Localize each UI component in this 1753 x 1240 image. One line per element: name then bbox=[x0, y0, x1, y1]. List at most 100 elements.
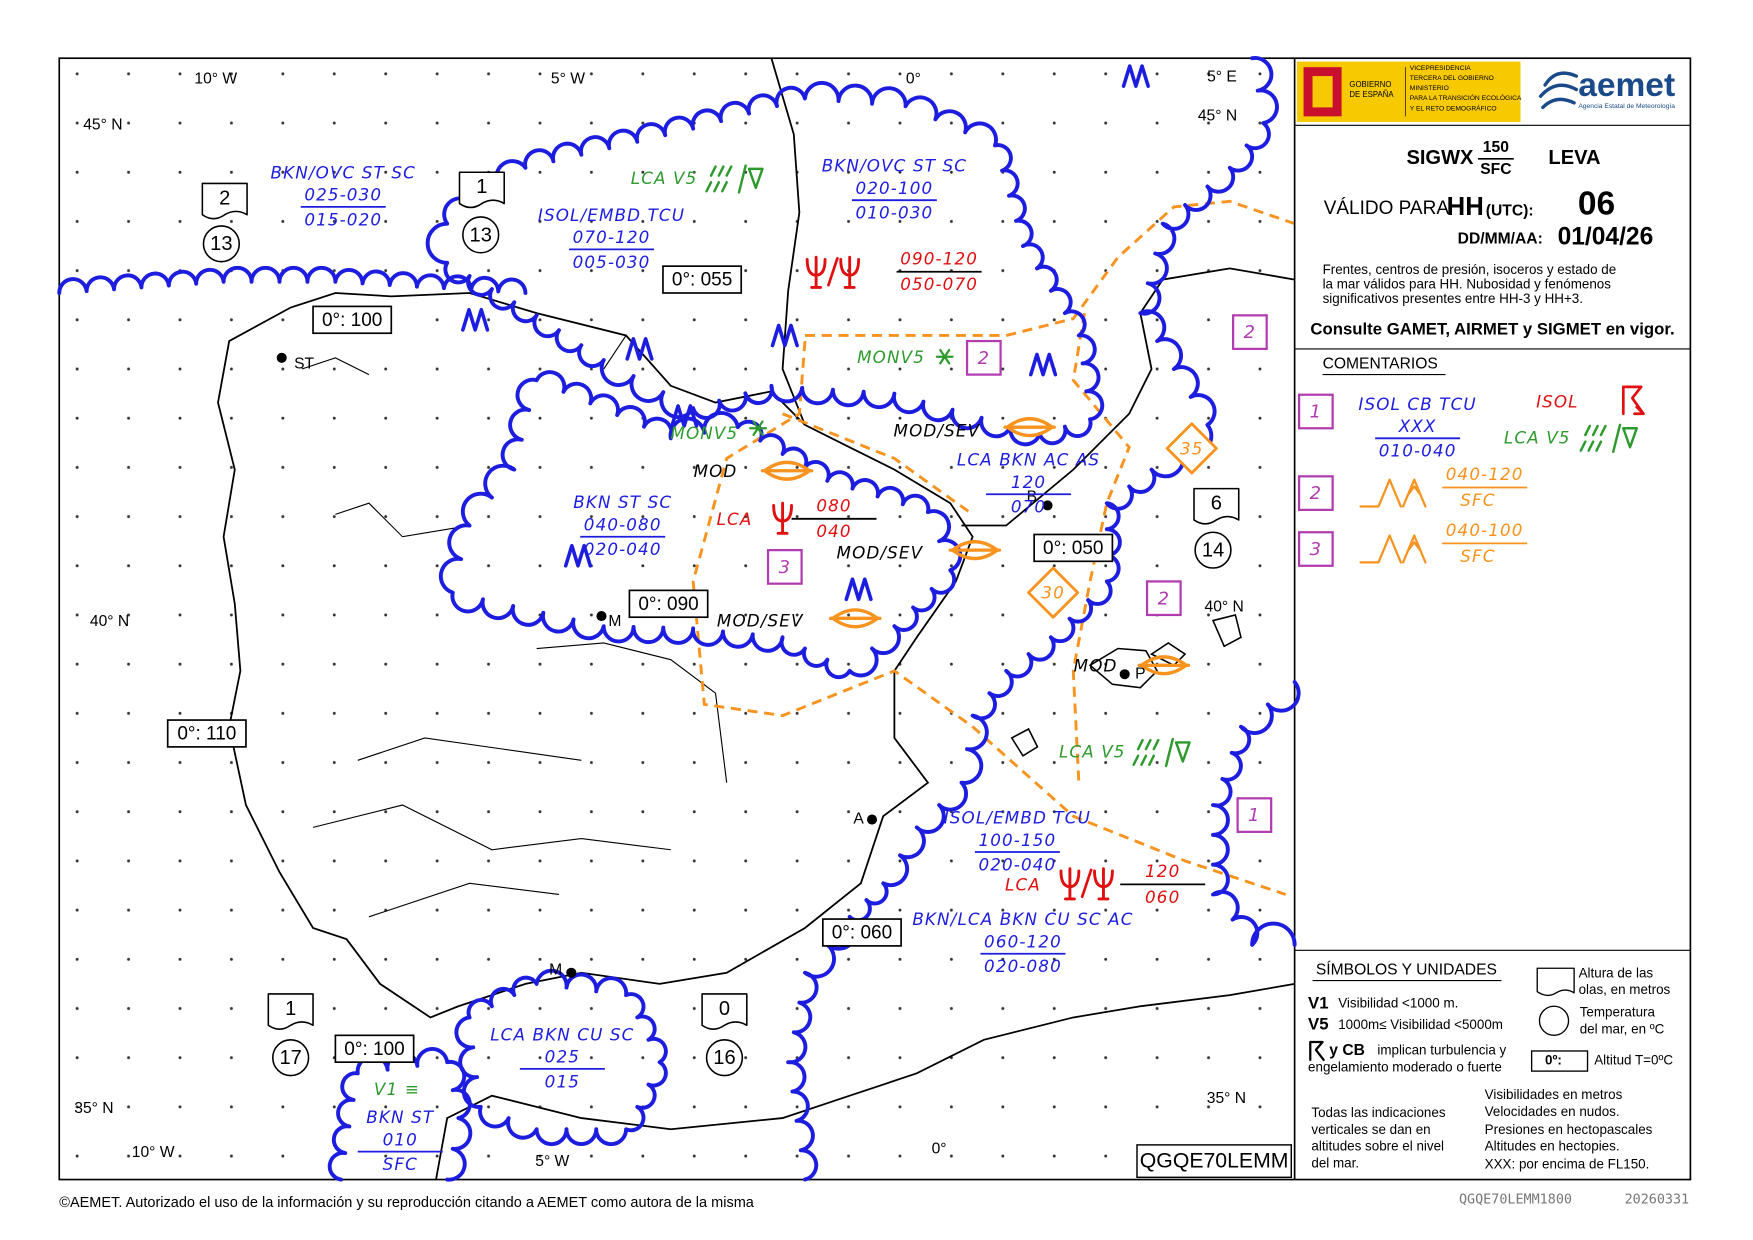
rain-symbol bbox=[1132, 737, 1191, 768]
logo-text: VICEPRESIDENCIA bbox=[1410, 65, 1471, 72]
legend-key: V1 bbox=[1308, 993, 1329, 1012]
logo-text: GOBIERNO bbox=[1349, 80, 1391, 89]
legend-note: altitudes sobre el nivel bbox=[1311, 1139, 1444, 1154]
visibility-label: MONV5 bbox=[670, 423, 738, 443]
freezing-level: 0°: 100 bbox=[322, 310, 382, 331]
coordinate-label: 35° N bbox=[74, 1100, 113, 1117]
description: significativos presentes entre HH-3 y HH… bbox=[1323, 291, 1583, 306]
legend-note: Todas las indicaciones bbox=[1311, 1105, 1445, 1120]
file-code: QGQE70LEMM1800 bbox=[1459, 1193, 1572, 1208]
freezing-box bbox=[628, 589, 709, 619]
freezing-box bbox=[662, 265, 743, 294]
cloud-annotation: BKN/LCA BKN CU SC AC bbox=[912, 909, 1133, 929]
date-label: DD/MM/AA: bbox=[1458, 230, 1543, 247]
coordinate-label: 5° W bbox=[535, 1153, 569, 1170]
frame bbox=[58, 57, 1692, 1181]
area-box bbox=[1232, 314, 1268, 351]
cb-slash bbox=[827, 256, 839, 287]
utc: (UTC): bbox=[1486, 203, 1534, 220]
city-dot bbox=[866, 814, 878, 825]
mountain-wave bbox=[461, 307, 490, 332]
coordinate-label: 0° bbox=[906, 71, 921, 88]
city-dot bbox=[566, 967, 577, 978]
cloud-annotation: 070-120 bbox=[573, 227, 651, 247]
coordinate-label: 40° N bbox=[1205, 598, 1244, 615]
freezing-level: 0°: 110 bbox=[177, 724, 236, 745]
wave-flag bbox=[458, 171, 505, 209]
legend-text: Visibilidad <1000 m. bbox=[1338, 996, 1458, 1011]
sea-temp-circle bbox=[272, 1039, 310, 1077]
sea-temperature: 13 bbox=[470, 224, 492, 246]
level-top: 150 bbox=[1483, 139, 1509, 156]
legend-unit: Altitudes en hectopies. bbox=[1485, 1139, 1620, 1154]
cloud-boundary bbox=[438, 370, 963, 680]
cloud-annotation: ISOL/EMBD TCU bbox=[944, 807, 1091, 827]
area-number: 2 bbox=[978, 348, 991, 369]
cloud-boundary bbox=[1211, 680, 1301, 947]
logo-text: Agencia Estatal de Meteorología bbox=[1578, 103, 1675, 110]
sea-temperature: 16 bbox=[713, 1047, 735, 1069]
sea-temp-circle bbox=[462, 216, 500, 254]
visibility-label: LCA V5 bbox=[631, 168, 698, 188]
cb-symbol bbox=[839, 255, 861, 289]
notice: Consulte GAMET, AIRMET y SIGMET en vigor… bbox=[1310, 319, 1674, 338]
cloud-annotation: BKN/OVC ST SC bbox=[271, 162, 416, 182]
city-label: ST bbox=[294, 356, 314, 373]
mountain-wave bbox=[1121, 64, 1150, 88]
wave-flag bbox=[267, 993, 314, 1030]
description: la mar válidos para HH. Nubosidad y fenó… bbox=[1323, 277, 1612, 292]
cloud-annotation: 020-040 bbox=[978, 854, 1056, 874]
intensity-label: MOD bbox=[1074, 655, 1118, 675]
cb-levels: 090-120 bbox=[900, 248, 978, 268]
city-label: M bbox=[608, 613, 621, 630]
logo-text: MINISTERIO bbox=[1410, 85, 1449, 92]
legend-title: SÍMBOLOS Y UNIDADES bbox=[1316, 960, 1497, 979]
hh-value: 06 bbox=[1578, 186, 1615, 223]
sea-temperature: 14 bbox=[1202, 540, 1224, 562]
legend-note: del mar. bbox=[1311, 1155, 1359, 1170]
sea-temp-circle bbox=[705, 1039, 744, 1077]
legend-key: y CB bbox=[1329, 1042, 1365, 1059]
comment-levels: 040-120 bbox=[1446, 464, 1524, 484]
visibility-label: V1 ≡ bbox=[374, 1079, 420, 1099]
visibility-label: LCA V5 bbox=[1059, 741, 1126, 761]
freezing-box bbox=[334, 1034, 415, 1064]
file-date: 20260331 bbox=[1625, 1193, 1690, 1208]
aemet-logo: aemet bbox=[1578, 67, 1675, 104]
legend-text: Altitud T=0ºC bbox=[1594, 1053, 1673, 1068]
turbulence-symbol bbox=[1359, 478, 1427, 508]
copyright: ©AEMET. Autorizado el uso de la informac… bbox=[59, 1195, 755, 1211]
cloud-boundary bbox=[57, 265, 528, 295]
cb-levels: 080 bbox=[816, 496, 851, 516]
comment-cloud: 010-040 bbox=[1379, 441, 1457, 461]
cb-label: LCA bbox=[1005, 875, 1041, 895]
city-dot bbox=[596, 611, 607, 622]
date: 01/04/26 bbox=[1558, 224, 1654, 251]
cloud-annotation: 100-150 bbox=[978, 830, 1056, 850]
logo-text: Y EL RETO DEMOGRÁFICO bbox=[1410, 103, 1497, 112]
coordinate-label: 45° N bbox=[83, 116, 122, 133]
cb-levels: 120 bbox=[1145, 861, 1180, 881]
hh: HH bbox=[1447, 193, 1484, 221]
city-label: B bbox=[1027, 489, 1037, 506]
area-number: 3 bbox=[779, 557, 792, 578]
logo-text: TERCERA DEL GOBIERNO bbox=[1410, 75, 1494, 82]
visibility-label: MONV5 bbox=[857, 347, 925, 367]
sea-temperature: 13 bbox=[210, 233, 232, 255]
front-line-orange bbox=[691, 199, 1295, 896]
legend-text: del mar, en ºC bbox=[1580, 1021, 1665, 1036]
freezing-level: 0°: 050 bbox=[1043, 538, 1103, 559]
cb-flag bbox=[1621, 385, 1645, 416]
turbulence-level: 35 bbox=[1180, 439, 1204, 459]
coastline-iberia bbox=[217, 292, 974, 1019]
coordinate-label: 5° E bbox=[1207, 68, 1237, 85]
city-label: M bbox=[549, 962, 562, 979]
fog-star bbox=[749, 420, 767, 437]
cb-symbol bbox=[1059, 867, 1081, 901]
icing-symbol bbox=[1137, 655, 1191, 676]
cloud-annotation: 020-040 bbox=[584, 539, 662, 559]
legend-text: Altura de las bbox=[1579, 965, 1654, 980]
icing-symbol bbox=[948, 540, 1002, 561]
sea-temp-circle bbox=[202, 225, 241, 263]
turbulence-diamond bbox=[1165, 422, 1218, 475]
